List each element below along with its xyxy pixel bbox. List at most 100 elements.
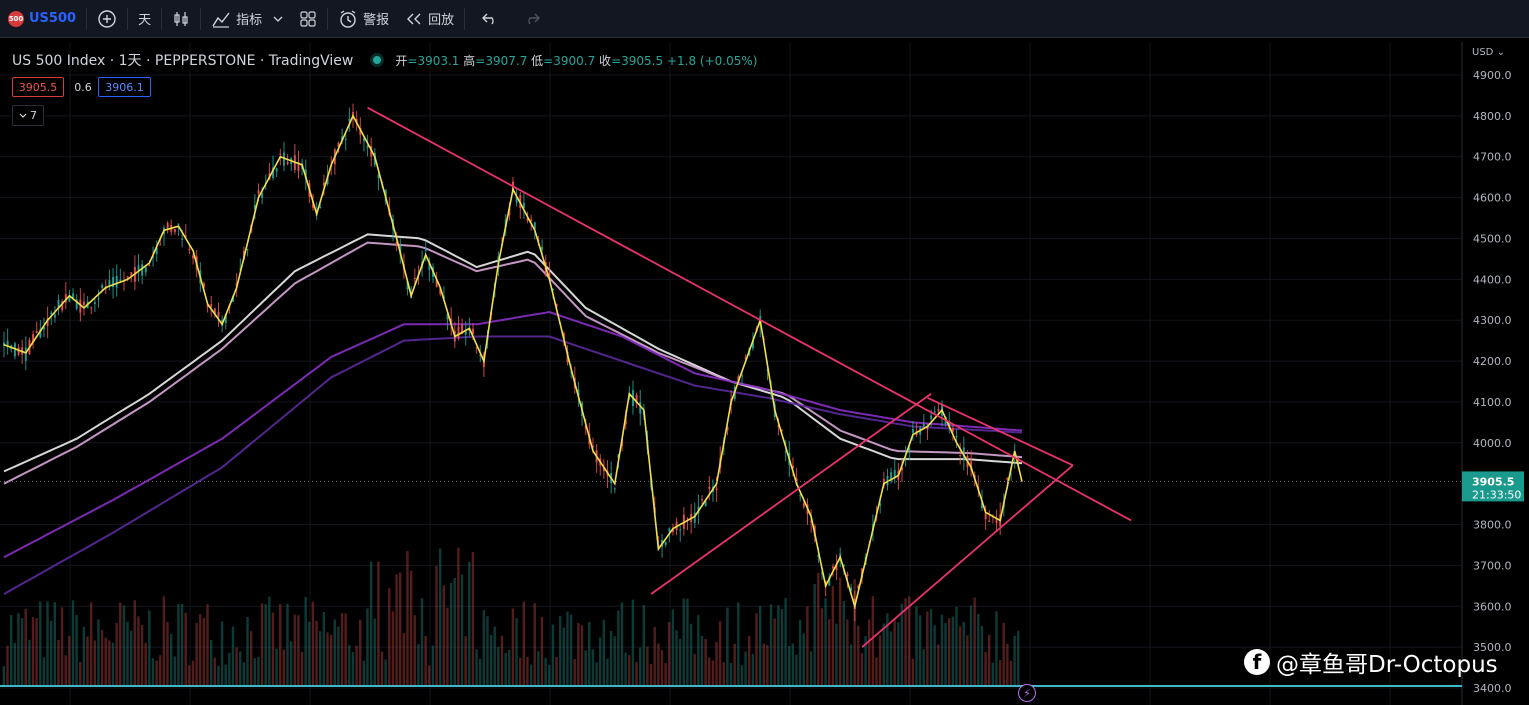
volume-bar [700, 635, 704, 686]
candle-body [715, 488, 718, 490]
volume-bar [933, 625, 936, 686]
volume-bar [777, 605, 780, 686]
candle-body [726, 426, 729, 431]
price-tick-label: 4100.0 [1473, 396, 1512, 409]
candle-body [119, 279, 122, 281]
volume-bar [384, 659, 387, 686]
last-price-label: 3905.5 [1472, 475, 1514, 488]
candle-body [472, 328, 475, 334]
top-toolbar: 500 US500 天 指标 警报 [0, 0, 1529, 38]
volume-bar [482, 609, 486, 686]
countdown-label: 21:33:50 [1472, 488, 1521, 501]
volume-bar [987, 634, 991, 686]
symbol-selector[interactable]: 500 US500 [0, 0, 84, 38]
indicators-button[interactable]: 指标 [203, 0, 291, 38]
candle-body [802, 503, 805, 507]
volume-bar [588, 621, 591, 686]
volume-bar [344, 613, 347, 686]
volume-bar [420, 598, 424, 686]
close-value: =3905.5 [611, 53, 664, 68]
volume-bar [515, 618, 518, 686]
candle-body [522, 202, 525, 208]
candle-body [984, 513, 987, 520]
volume-bar [249, 631, 253, 686]
volume-bar [577, 623, 580, 686]
indicators-collapse-button[interactable]: 7 [12, 105, 44, 126]
candle-body [64, 294, 67, 303]
currency-selector[interactable]: USD ⌄ [1472, 47, 1505, 58]
volume-bar [395, 574, 398, 686]
candle-body [515, 197, 518, 203]
volume-bar [795, 654, 798, 686]
volume-bar [308, 621, 311, 686]
volume-bar [969, 605, 973, 686]
volume-bar [551, 624, 555, 686]
volume-bar [864, 636, 867, 686]
volume-bar [555, 657, 558, 686]
watermark-text: @章鱼哥Dr-Octopus [1276, 652, 1498, 678]
lightning-icon[interactable]: ⚡ [1018, 684, 1036, 702]
volume-bar [1002, 622, 1005, 686]
candle-body [781, 429, 784, 431]
price-tick-label: 4400.0 [1473, 273, 1512, 286]
candle-body [886, 475, 889, 486]
volume-bar [100, 629, 104, 686]
volume-bar [540, 617, 544, 686]
trendline [861, 464, 1074, 648]
volume-bar [293, 614, 296, 686]
candle-body [282, 152, 285, 166]
volume-bar [598, 637, 602, 686]
volume-bar [417, 644, 420, 686]
volume-bar [366, 608, 369, 686]
volume-bar [526, 656, 529, 686]
collapse-count: 7 [30, 109, 37, 122]
candle-body [435, 280, 438, 287]
price-tick-label: 4800.0 [1473, 110, 1512, 123]
volume-bar [573, 658, 576, 686]
sell-price-button[interactable]: 3905.5 [12, 77, 64, 97]
volume-bar [406, 551, 409, 686]
price-tick-label: 4600.0 [1473, 192, 1512, 205]
candle-body [279, 153, 282, 155]
volume-bar [751, 653, 755, 686]
volume-bar [177, 604, 180, 686]
volume-bar [998, 660, 1002, 686]
volume-bar [831, 585, 835, 686]
candle-body [72, 293, 75, 299]
candle-body [908, 447, 911, 451]
ma-line-pink [3, 241, 1023, 485]
volume-bar [428, 665, 431, 686]
volume-bar [213, 657, 216, 686]
replay-button[interactable]: 回放 [397, 0, 462, 38]
ma-line-white [3, 233, 1023, 473]
volume-bar [337, 626, 340, 686]
candle-body [439, 288, 442, 295]
candle-body [744, 357, 747, 360]
price-tick-label: 4900.0 [1473, 69, 1512, 82]
watermark: f @章鱼哥Dr-Octopus [1244, 645, 1498, 679]
volume-bar [544, 657, 547, 686]
volume-bar [300, 652, 304, 686]
volume-bar [424, 635, 427, 686]
volume-bar [9, 614, 13, 686]
volume-bar [762, 643, 765, 686]
facebook-icon: f [1244, 649, 1270, 675]
layout-button[interactable] [291, 0, 325, 38]
candle-body [17, 347, 20, 355]
volume-bar [46, 601, 49, 686]
buy-price-button[interactable]: 3906.1 [98, 77, 151, 97]
redo-button[interactable] [513, 0, 551, 38]
volume-bar [1017, 630, 1020, 686]
alert-button[interactable]: 警报 [330, 0, 397, 38]
undo-button[interactable] [467, 0, 513, 38]
candle-body [530, 219, 533, 222]
candle-body [377, 174, 380, 179]
chevron-down-icon[interactable] [273, 15, 283, 23]
add-symbol-button[interactable] [89, 0, 125, 38]
interval-button[interactable]: 天 [130, 0, 159, 38]
volume-bar [806, 606, 809, 686]
volume-bar [911, 658, 915, 686]
price-tick-label: 3800.0 [1473, 519, 1512, 532]
chart-type-button[interactable] [164, 0, 198, 38]
